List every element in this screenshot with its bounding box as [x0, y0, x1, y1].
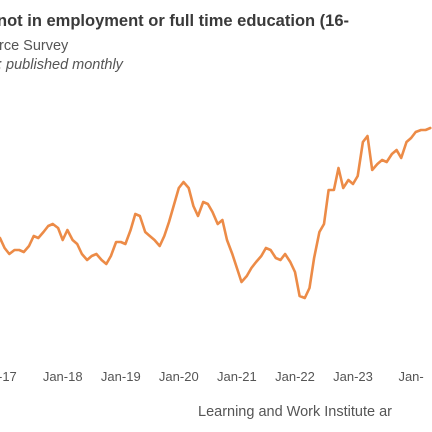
x-tick-label: Jan-19 — [101, 369, 141, 384]
source-credit: Learning and Work Institute ar — [198, 404, 392, 420]
x-tick-label: Jan-21 — [217, 369, 257, 384]
x-tick-label: Jan-23 — [333, 369, 373, 384]
chart-title: not in employment or full time education… — [0, 12, 350, 30]
x-tick-label: -17 — [0, 369, 17, 384]
chart-subtitle: rce Survey — [0, 38, 69, 54]
x-tick-label: Jan-20 — [159, 369, 199, 384]
x-tick-label: Jan-22 — [275, 369, 315, 384]
x-axis: -17 Jan-18 Jan-19 Jan-20 Jan-21 Jan-22 Jan-23 J… — [0, 369, 424, 384]
chart-note: ; published monthly — [0, 57, 123, 73]
plot-area — [0, 126, 432, 300]
series-line-0 — [0, 126, 432, 300]
x-tick-label: Jan- — [398, 369, 423, 384]
x-tick-label: Jan-18 — [43, 369, 83, 384]
